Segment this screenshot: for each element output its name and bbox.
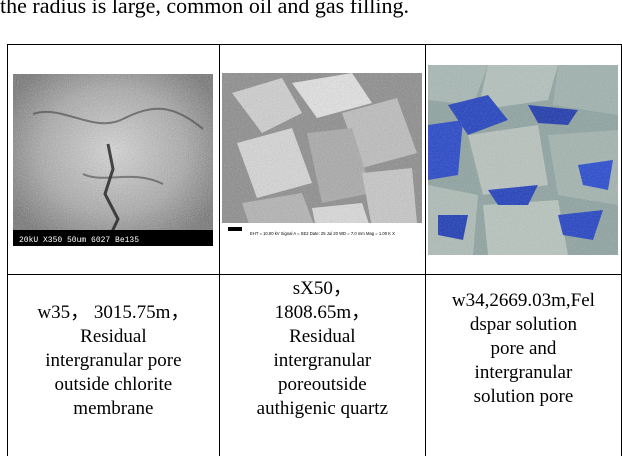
caption-3: w34,2669.03m,Fel dspar solution pore and… (426, 289, 620, 409)
caption-3-line: solution pore (473, 386, 574, 407)
sem-info-label-2: EHT = 10.00 kV Signal A = SE2 Date: 25 J… (250, 231, 395, 236)
caption-2: sX50， 1808.65m， Residual intergranular p… (220, 277, 424, 421)
figure-table: 20kU X350 50um 6027 Be135 (7, 44, 622, 456)
caption-1-line: Residual (80, 326, 147, 347)
caption-cell-3: w34,2669.03m,Fel dspar solution pore and… (424, 274, 622, 456)
sem-image-chlorite: 20kU X350 50um 6027 Be135 (13, 73, 214, 246)
header-text-line: the radius is large, common oil and gas … (0, 0, 409, 18)
caption-3-line: intergranular (474, 362, 573, 383)
caption-cell-1: w35， 3015.75m， Residual intergranular po… (7, 274, 220, 456)
image-cell-2: EHT = 10.00 kV Signal A = SE2 Date: 25 J… (218, 44, 426, 275)
caption-cell-2: sX50， 1808.65m， Residual intergranular p… (218, 274, 426, 456)
caption-1-line: outside chlorite (54, 374, 173, 395)
image-cell-3 (424, 44, 622, 275)
sem-info-label-1: 20kU X350 50um 6027 Be135 (19, 236, 139, 245)
caption-3-line: dspar solution (469, 314, 577, 335)
caption-2-line: sX50， (292, 278, 352, 299)
image-row: 20kU X350 50um 6027 Be135 (7, 44, 622, 275)
image-cell-1: 20kU X350 50um 6027 Be135 (7, 44, 220, 275)
sem-image-quartz: EHT = 10.00 kV Signal A = SE2 Date: 25 J… (222, 72, 423, 247)
caption-3-line: pore and (490, 338, 557, 359)
caption-2-line: authigenic quartz (256, 398, 388, 419)
caption-2-line: intergranular (273, 350, 372, 371)
caption-1-line: intergranular pore (45, 350, 182, 371)
caption-1-line: membrane (73, 398, 154, 419)
caption-2-line: 1808.65m， (274, 302, 371, 323)
caption-1: w35， 3015.75m， Residual intergranular po… (8, 301, 218, 421)
caption-1-line: w35， 3015.75m， (37, 302, 190, 323)
caption-2-line: Residual (289, 326, 356, 347)
caption-row: w35， 3015.75m， Residual intergranular po… (7, 274, 622, 456)
thin-section-image (428, 64, 619, 255)
caption-3-line: w34,2669.03m,Fel (451, 290, 595, 311)
caption-2-line: poreoutside (278, 374, 367, 395)
